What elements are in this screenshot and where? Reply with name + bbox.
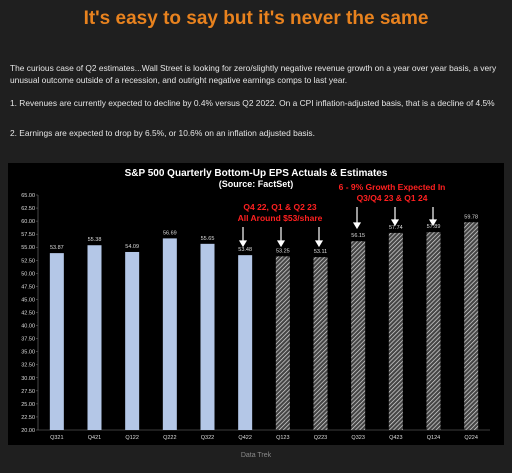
bar [275, 256, 290, 430]
x-tick-label: Q223 [314, 435, 327, 441]
y-tick-label: 30.00 [21, 376, 35, 382]
bar [464, 222, 479, 430]
value-label: 53.11 [314, 249, 327, 255]
paragraph: The curious case of Q2 estimates...Wall … [10, 63, 497, 85]
x-tick-label: Q321 [50, 435, 63, 441]
value-label: 55.65 [201, 236, 215, 242]
y-tick-label: 27.50 [21, 389, 35, 395]
paragraph: 2. Earnings are expected to drop by 6.5%… [10, 128, 315, 138]
paragraph: 1. Revenues are currently expected to de… [10, 98, 495, 108]
x-tick-label: Q323 [351, 435, 364, 441]
bar [426, 232, 441, 430]
value-label: 54.09 [125, 244, 139, 250]
arrows [238, 207, 438, 248]
bar [87, 245, 102, 430]
y-tick-label: 42.50 [21, 311, 35, 317]
bar [351, 241, 366, 430]
y-tick-label: 45.00 [21, 297, 35, 303]
bar [313, 257, 328, 430]
y-tick-label: 62.50 [21, 206, 35, 212]
x-tick-label: Q322 [201, 435, 214, 441]
y-tick-label: 22.50 [21, 415, 35, 421]
x-tick-label: Q422 [238, 435, 251, 441]
annotation: All Around $53/share [238, 213, 323, 223]
annotation: 6 - 9% Growth Expected In [339, 182, 446, 192]
value-label: 57.89 [427, 224, 441, 230]
title: It's easy to say but it's never the same [83, 8, 429, 29]
x-tick-label: Q224 [464, 435, 477, 441]
y-tick-label: 60.00 [21, 219, 35, 225]
value-label: 59.78 [464, 214, 478, 220]
y-tick-label: 32.50 [21, 363, 35, 369]
x-tick-label: Q421 [88, 435, 101, 441]
bar [162, 238, 177, 430]
y-tick-label: 57.50 [21, 232, 35, 238]
value-label: 57.74 [389, 225, 403, 231]
bar [388, 232, 403, 430]
value-label: 53.87 [50, 245, 64, 251]
y-tick-label: 40.00 [21, 324, 35, 330]
y-tick-label: 55.00 [21, 245, 35, 251]
bar [200, 243, 215, 430]
footer: Data Trek [240, 452, 272, 459]
y-tick-label: 25.00 [21, 402, 35, 408]
x-tick-label: Q124 [427, 435, 440, 441]
value-label: 56.15 [351, 233, 365, 239]
value-label: 55.38 [88, 237, 102, 243]
x-tick-label: Q123 [276, 435, 289, 441]
x-tick-label: Q122 [125, 435, 138, 441]
y-tick-label: 37.50 [21, 337, 35, 343]
chart-title: S&P 500 Quarterly Bottom-Up EPS Actuals … [125, 168, 388, 179]
bar [238, 255, 253, 430]
bar [125, 251, 140, 430]
x-tick-label: Q222 [163, 435, 176, 441]
y-tick-label: 65.00 [21, 193, 35, 199]
annotation: Q4 22, Q1 & Q2 23 [243, 202, 317, 212]
bar [49, 253, 64, 430]
annotation: Q3/Q4 23 & Q1 24 [357, 193, 428, 203]
y-tick-label: 20.00 [21, 428, 35, 434]
value-label: 56.69 [163, 230, 177, 236]
y-tick-label: 47.50 [21, 284, 35, 290]
x-tick-label: Q423 [389, 435, 402, 441]
value-label: 53.25 [276, 248, 290, 254]
chart-subtitle: (Source: FactSet) [219, 179, 294, 189]
y-tick-label: 52.50 [21, 258, 35, 264]
value-label: 53.48 [238, 247, 252, 253]
y-tick-label: 50.00 [21, 271, 35, 277]
y-tick-label: 35.00 [21, 350, 35, 356]
